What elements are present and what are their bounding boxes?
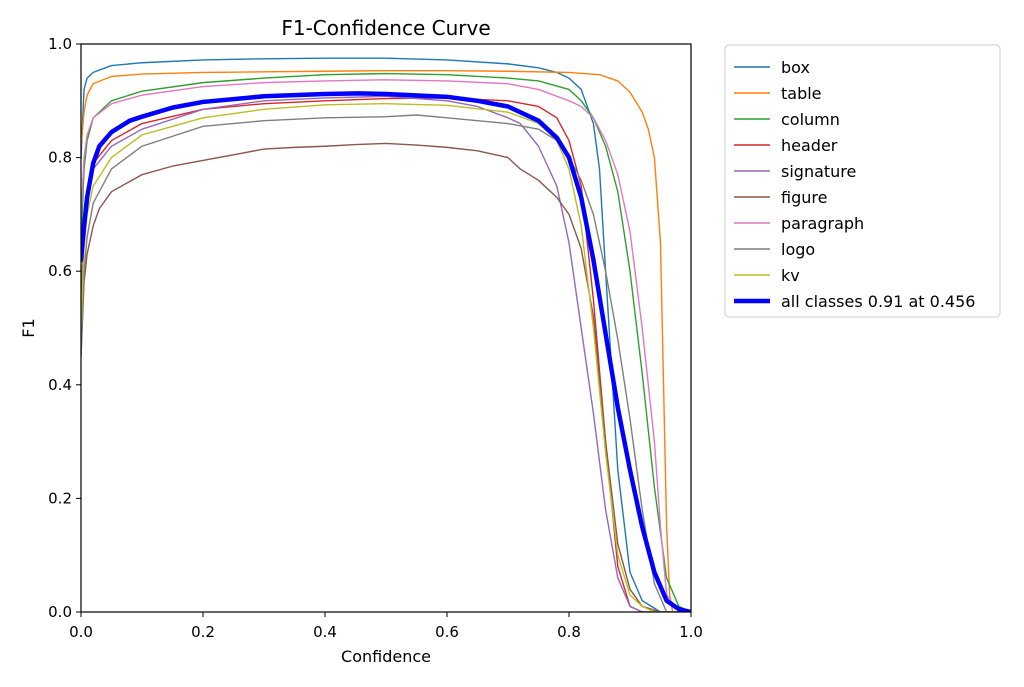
series-line-table: [81, 69, 691, 612]
series-line-logo: [81, 114, 691, 612]
legend-label: box: [781, 58, 810, 77]
y-axis: 0.0 0.2 0.4 0.6 0.8 1.0: [48, 35, 81, 621]
legend-label: table: [781, 84, 822, 103]
series-line-header: [81, 97, 691, 612]
y-tick-label: 0.0: [48, 603, 72, 621]
series-line-box: [81, 57, 691, 612]
legend-label: kv: [781, 266, 800, 285]
series-line-figure: [81, 142, 691, 612]
series-line-paragraph: [81, 79, 691, 612]
x-axis: 0.0 0.2 0.4 0.6 0.8 1.0: [69, 612, 703, 641]
y-tick-label: 0.4: [48, 376, 72, 394]
legend: box table column header signature figure parag…: [724, 44, 1001, 318]
plot-area-frame: [80, 43, 692, 613]
legend-label: signature: [781, 162, 856, 181]
x-tick-label: 0.0: [69, 623, 93, 641]
y-tick-label: 1.0: [48, 35, 72, 53]
x-tick-label: 0.4: [313, 623, 337, 641]
y-axis-label: F1: [19, 318, 38, 337]
x-tick-label: 0.8: [557, 623, 581, 641]
series-line-signature: [81, 95, 691, 612]
legend-frame: [724, 44, 1001, 318]
x-tick-label: 0.6: [435, 623, 459, 641]
legend-label: logo: [781, 240, 815, 259]
legend-label: header: [781, 136, 838, 155]
x-axis-label: Confidence: [341, 647, 431, 666]
legend-label: figure: [781, 188, 827, 207]
x-tick-label: 1.0: [679, 623, 703, 641]
y-tick-label: 0.2: [48, 489, 72, 507]
x-tick-label: 0.2: [191, 623, 215, 641]
y-tick-label: 0.8: [48, 149, 72, 167]
legend-label: column: [781, 110, 840, 129]
series-line-kv: [81, 102, 691, 612]
legend-label: paragraph: [781, 214, 864, 233]
chart-title: F1-Confidence Curve: [281, 16, 490, 40]
legend-label: all classes 0.91 at 0.456: [781, 292, 975, 311]
y-tick-label: 0.6: [48, 262, 72, 280]
series-line-column: [81, 72, 691, 612]
series-line-all-classes: [81, 91, 691, 612]
